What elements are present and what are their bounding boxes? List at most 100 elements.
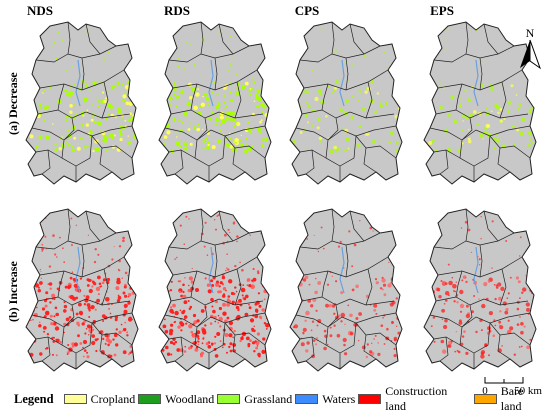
- change-patch: [345, 137, 350, 142]
- change-patch: [214, 335, 217, 338]
- change-patch: [504, 310, 509, 315]
- scale-zero-label: 0: [482, 385, 488, 396]
- district-boundary: [433, 45, 515, 63]
- change-patch: [247, 88, 250, 91]
- change-patch: [72, 125, 77, 130]
- change-patch: [183, 243, 186, 245]
- change-patch: [183, 111, 188, 117]
- change-patch: [63, 309, 67, 313]
- change-patch: [105, 117, 109, 121]
- change-patch: [105, 297, 110, 302]
- change-patch: [249, 318, 255, 323]
- change-patch: [440, 339, 445, 344]
- change-patch: [431, 141, 434, 145]
- change-patch: [202, 95, 204, 98]
- change-patch: [182, 309, 186, 313]
- district-boundary: [321, 83, 329, 111]
- change-patch: [109, 104, 114, 109]
- change-patch: [100, 45, 103, 47]
- change-patch: [222, 302, 227, 307]
- change-patch: [427, 303, 429, 305]
- change-patch: [258, 315, 262, 319]
- change-patch: [84, 84, 89, 88]
- legend-swatch: [473, 394, 497, 404]
- change-patch: [333, 312, 336, 315]
- district-boundary: [465, 21, 469, 55]
- north-letter: N: [526, 26, 535, 40]
- change-patch: [353, 243, 357, 247]
- change-patch: [344, 148, 348, 152]
- change-patch: [471, 310, 474, 314]
- change-patch: [206, 283, 211, 287]
- change-patch: [110, 86, 114, 89]
- change-patch: [193, 64, 196, 67]
- change-patch: [372, 230, 374, 232]
- change-patch: [106, 335, 109, 338]
- change-patch: [33, 83, 37, 88]
- change-patch: [88, 309, 91, 312]
- change-patch: [122, 239, 125, 243]
- change-patch: [328, 304, 332, 308]
- change-patch: [216, 332, 221, 336]
- change-patch: [162, 276, 165, 279]
- change-patch: [83, 349, 87, 352]
- district-boundary: [190, 270, 198, 298]
- change-patch: [97, 104, 100, 108]
- change-patch: [265, 328, 268, 330]
- change-patch: [302, 278, 307, 282]
- change-patch: [131, 96, 136, 101]
- change-patch: [188, 346, 191, 350]
- change-patch: [73, 136, 77, 140]
- change-patch: [192, 313, 197, 318]
- district-boundary: [355, 135, 397, 159]
- change-patch: [48, 138, 51, 141]
- map-panel-decrease-nds: [20, 18, 150, 188]
- change-patch: [243, 297, 247, 301]
- change-patch: [498, 296, 502, 301]
- district-boundary: [35, 232, 117, 250]
- change-patch: [87, 278, 92, 283]
- change-patch: [210, 279, 214, 283]
- district-boundary: [301, 296, 395, 306]
- change-patch: [499, 108, 503, 111]
- change-patch: [488, 354, 490, 357]
- change-patch: [162, 91, 164, 94]
- change-patch: [197, 88, 200, 91]
- change-patch: [248, 131, 252, 135]
- change-patch: [527, 143, 531, 147]
- change-patch: [327, 137, 330, 139]
- change-patch: [226, 69, 229, 72]
- change-patch: [211, 284, 215, 287]
- legend-label: Cropland: [90, 391, 136, 406]
- change-patch: [227, 295, 231, 298]
- change-patch: [180, 90, 185, 95]
- district-boundary: [497, 334, 511, 360]
- change-patch: [235, 290, 238, 293]
- change-patches: [291, 27, 401, 154]
- change-patch: [88, 89, 92, 93]
- change-patch: [441, 308, 445, 313]
- change-patch: [445, 299, 448, 302]
- change-patch: [302, 331, 305, 335]
- change-patch: [513, 353, 516, 356]
- change-patch: [442, 281, 446, 285]
- change-patch: [452, 119, 458, 125]
- change-patch: [213, 219, 216, 221]
- change-patch: [258, 354, 261, 358]
- change-patch: [469, 112, 474, 117]
- change-patch: [173, 321, 176, 324]
- change-patch: [221, 119, 226, 124]
- change-patch: [84, 30, 87, 33]
- change-patch: [183, 142, 188, 146]
- change-patch: [97, 253, 100, 256]
- change-patch: [516, 323, 520, 326]
- change-patch: [98, 282, 102, 286]
- change-patch: [434, 149, 438, 152]
- change-patch: [107, 55, 109, 57]
- change-patch: [73, 283, 78, 288]
- change-patch: [518, 346, 521, 348]
- change-patch: [517, 107, 521, 111]
- change-patch: [461, 129, 465, 132]
- change-patch: [223, 101, 226, 104]
- change-patch: [335, 79, 339, 84]
